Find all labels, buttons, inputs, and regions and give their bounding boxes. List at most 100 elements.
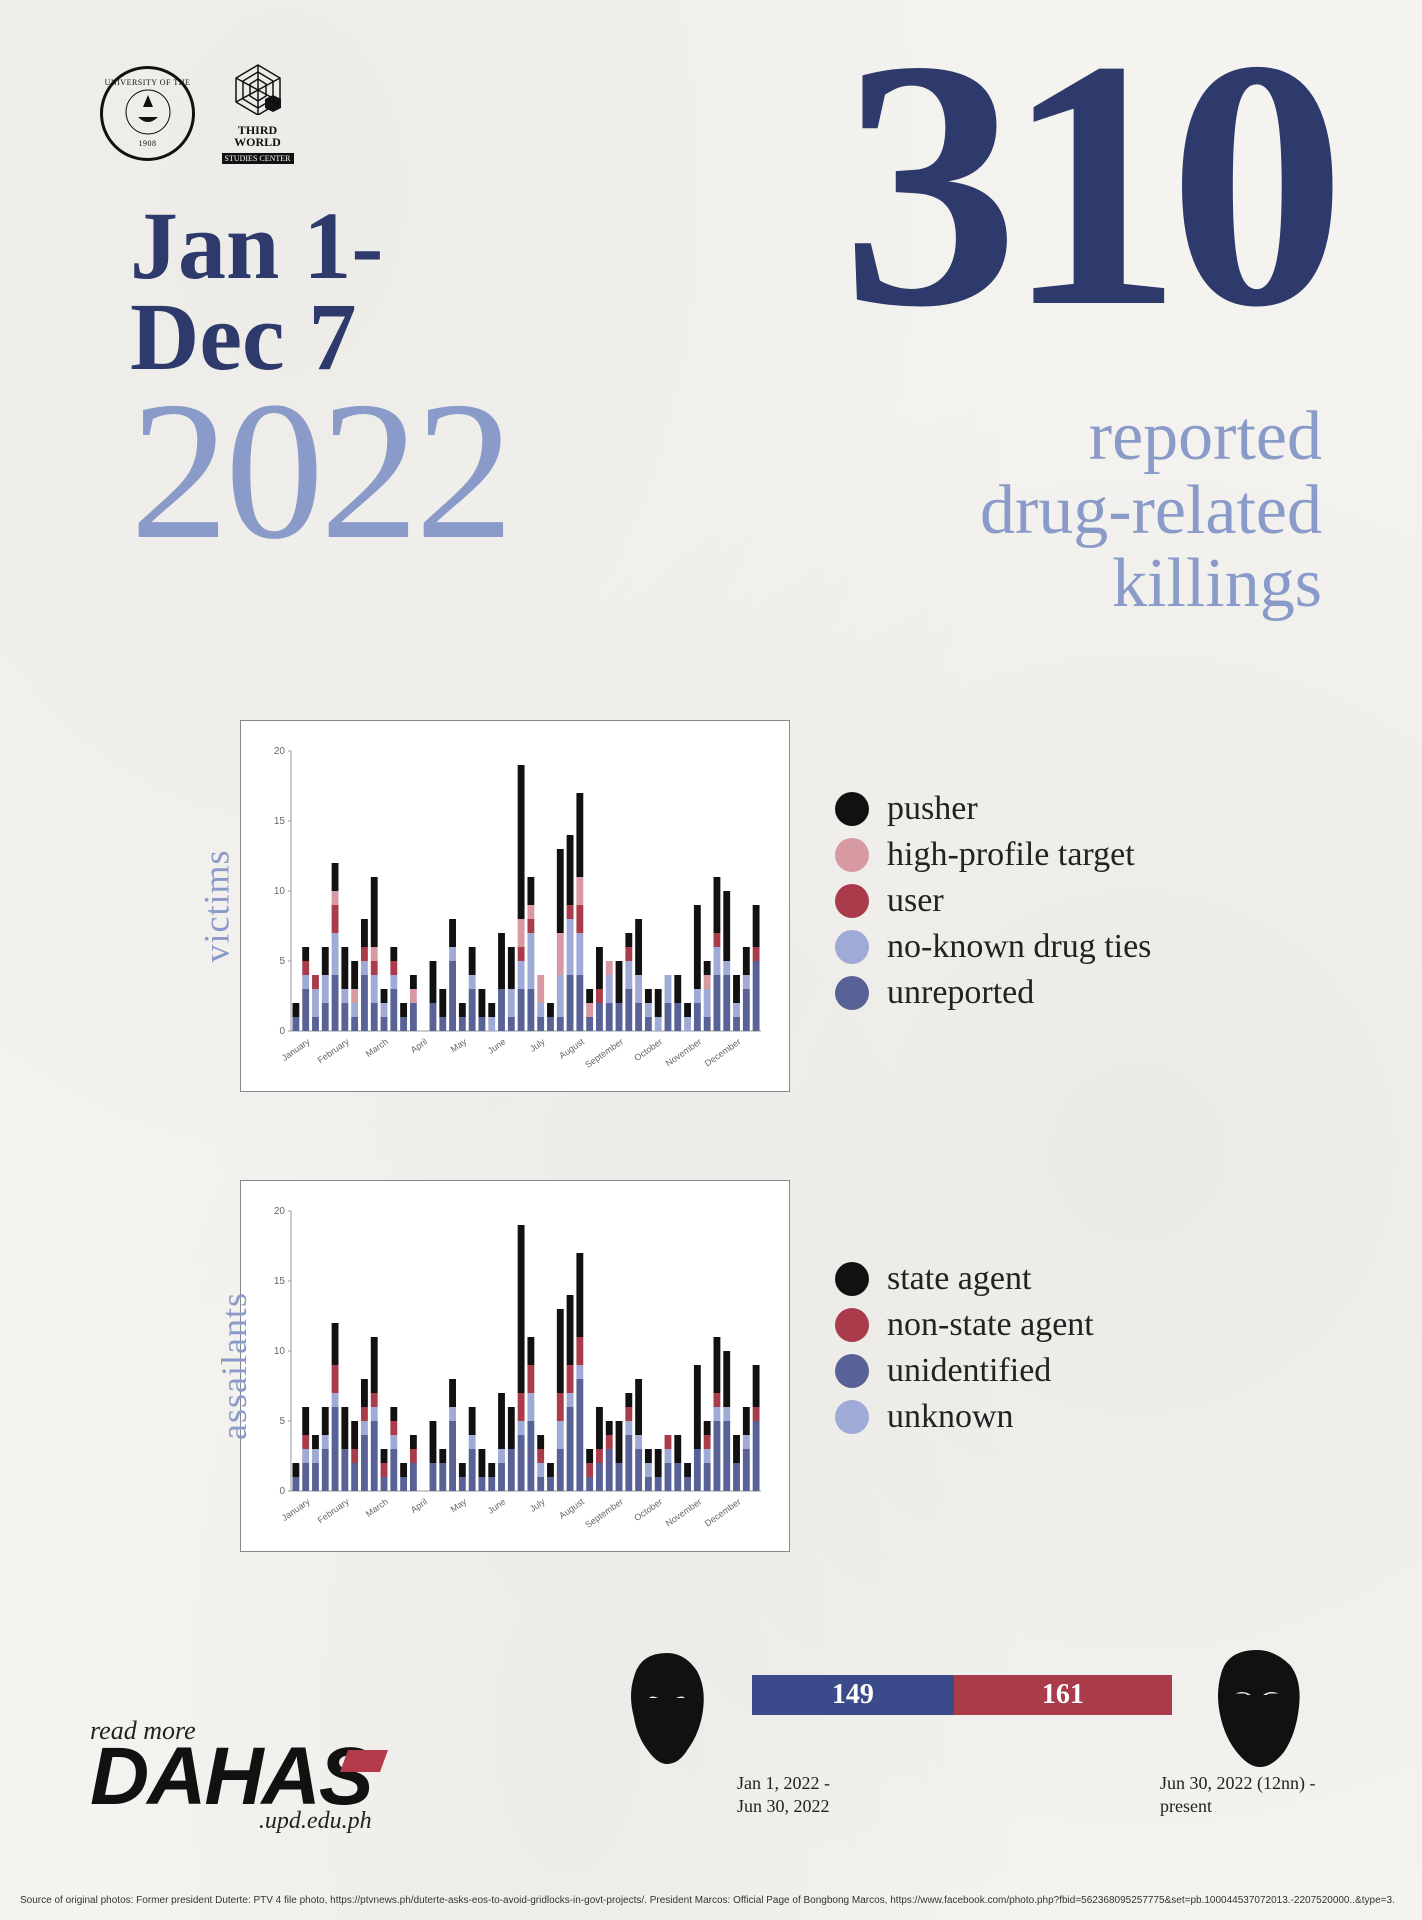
svg-text:20: 20 [274,1206,286,1217]
svg-text:June: June [486,1496,508,1515]
svg-text:February: February [316,1496,352,1525]
assailants-legend: state agent non-state agent unidentified un… [835,1260,1094,1444]
seal-text-top: UNIVERSITY OF THE [105,78,191,87]
svg-text:December: December [703,1036,743,1068]
legend-item-unidentified: unidentified [835,1352,1094,1390]
sub1: reported [980,400,1322,474]
period-left-line1: Jan 1, 2022 - [737,1772,897,1795]
svg-text:January: January [280,1496,312,1523]
source-text: Source of original photos: Former presid… [20,1895,1402,1906]
legend-dot [835,1400,869,1434]
svg-text:August: August [557,1496,586,1521]
timeline-seg-right: 161 [954,1675,1172,1715]
sub3: killings [980,547,1322,621]
header-logos: UNIVERSITY OF THE 1908 THIRD WORLD STUDI… [100,60,300,166]
svg-text:15: 15 [274,1276,286,1287]
svg-text:March: March [364,1036,390,1059]
twsc-line1: THIRD WORLD [215,124,300,148]
portrait-marcos-icon [1182,1635,1332,1785]
svg-text:April: April [409,1496,429,1515]
assailants-chart-frame: 0 5 10 15 20 JanuaryFebruary March April May June… [240,1180,790,1552]
svg-text:September: September [583,1496,625,1529]
web-icon [228,60,288,115]
portrait-duterte-icon [592,1635,742,1785]
dahas-brand: DAHAS [90,1740,372,1814]
legend-dot [835,1262,869,1296]
legend-dot [835,976,869,1010]
period-right-line2: present [1160,1795,1360,1818]
svg-text:July: July [528,1036,547,1054]
legend-item-user: user [835,882,1151,920]
svg-text:February: February [316,1036,352,1065]
svg-text:July: July [528,1496,547,1514]
legend-dot [835,792,869,826]
twsc-logo: THIRD WORLD STUDIES CENTER [215,60,300,166]
svg-text:0: 0 [279,1486,285,1497]
legend-label: state agent [887,1260,1031,1298]
university-seal-icon: UNIVERSITY OF THE 1908 [100,66,195,161]
legend-item-unknown: unknown [835,1398,1094,1436]
period-left: Jan 1, 2022 - Jun 30, 2022 [737,1772,897,1817]
legend-label: unreported [887,974,1034,1012]
count-right: 161 [1042,1679,1084,1711]
footer: read more DAHAS .upd.edu.ph 149 161 Jan … [0,1625,1422,1855]
count-left: 149 [832,1679,874,1711]
legend-label: unidentified [887,1352,1051,1390]
svg-text:November: November [664,1036,704,1068]
svg-text:September: September [583,1036,625,1069]
legend-item-pusher: pusher [835,790,1151,828]
seal-year: 1908 [105,139,191,148]
legend-dot [835,1354,869,1388]
headline-number: 310 [842,6,1333,361]
legend-item-unreported: unreported [835,974,1151,1012]
legend-item-no_ties: no-known drug ties [835,928,1151,966]
svg-text:10: 10 [274,1346,286,1357]
legend-dot [835,838,869,872]
svg-text:15: 15 [274,816,286,827]
svg-text:December: December [703,1496,743,1528]
victims-label: victims [196,850,238,963]
svg-text:June: June [486,1036,508,1055]
svg-text:May: May [449,1496,469,1514]
headline-subtitle: reported drug-related killings [980,400,1322,621]
assailants-label: assailants [213,1292,255,1440]
svg-text:October: October [632,1036,664,1063]
twsc-line2: STUDIES CENTER [222,153,294,164]
svg-text:10: 10 [274,886,286,897]
svg-text:5: 5 [279,1416,285,1427]
legend-dot [835,930,869,964]
legend-label: user [887,882,944,920]
legend-label: high-profile target [887,836,1135,874]
timeline-seg-left: 149 [752,1675,954,1715]
legend-label: non-state agent [887,1306,1094,1344]
svg-text:August: August [557,1036,586,1061]
timeline-bar: 149 161 [752,1675,1172,1715]
svg-text:March: March [364,1496,390,1519]
legend-label: unknown [887,1398,1014,1436]
date-year: 2022 [130,382,510,560]
assailants-chart-section: assailants 05101520JanuaryFebruaryMarchA… [240,1180,790,1552]
victims-chart-frame: 05101520JanuaryFebruaryMarchAprilMayJune… [240,720,790,1092]
victims-chart: 05101520JanuaryFebruaryMarchAprilMayJune… [261,741,771,1081]
legend-item-state_agent: state agent [835,1260,1094,1298]
date-block: Jan 1- Dec 7 2022 [130,200,510,561]
period-left-line2: Jun 30, 2022 [737,1795,897,1818]
legend-item-non_state: non-state agent [835,1306,1094,1344]
svg-text:October: October [632,1496,664,1523]
legend-item-high_profile: high-profile target [835,836,1151,874]
date-line1: Jan 1- [130,200,510,291]
dahas-block: read more DAHAS .upd.edu.ph [90,1716,372,1835]
svg-text:May: May [449,1036,469,1054]
victims-legend: pusher high-profile target user no-known dr… [835,790,1151,1020]
assailants-chart: 0 5 10 15 20 JanuaryFebruary March April May June… [261,1201,771,1541]
victims-chart-section: victims 05101520JanuaryFebruaryMarchApri… [240,720,790,1092]
svg-text:January: January [280,1036,312,1063]
svg-text:April: April [409,1036,429,1055]
svg-text:20: 20 [274,746,286,757]
legend-dot [835,1308,869,1342]
svg-text:5: 5 [279,956,285,967]
legend-dot [835,884,869,918]
sub2: drug-related [980,474,1322,548]
legend-label: no-known drug ties [887,928,1151,966]
legend-label: pusher [887,790,978,828]
